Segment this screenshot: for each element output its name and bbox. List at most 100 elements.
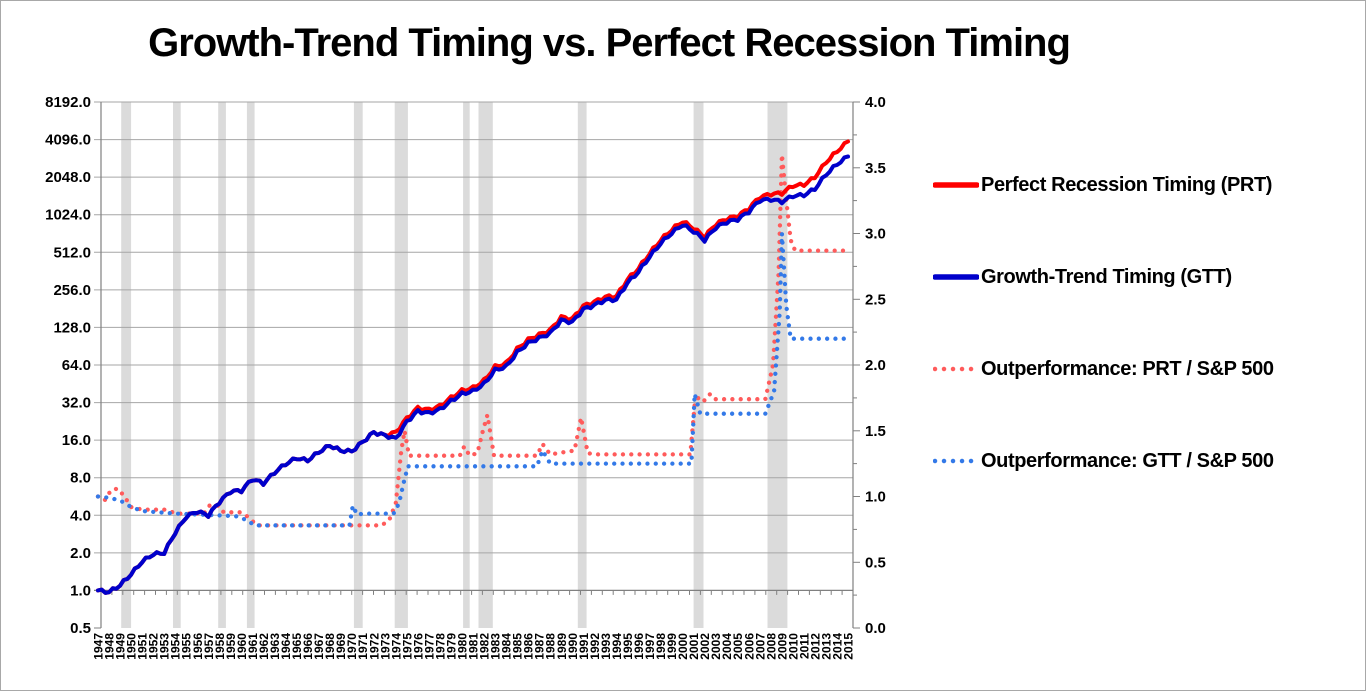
x-axis-year-label: 1998 (654, 633, 668, 660)
x-axis-year-label: 2009 (775, 633, 789, 660)
x-axis-year-label: 1968 (323, 633, 337, 660)
x-axis-year-label: 1978 (433, 633, 447, 660)
x-axis-year-label: 1984 (500, 633, 514, 660)
left-axis-tick-label: 2048.0 (45, 169, 91, 186)
x-axis-year-label: 1952 (147, 633, 161, 660)
left-axis-tick-label: 512.0 (53, 244, 91, 261)
series-gtt (96, 154, 850, 595)
x-axis-year-label: 1953 (158, 633, 172, 660)
x-axis-year-label: 1954 (169, 633, 183, 660)
x-axis-year-label: 1982 (478, 633, 492, 660)
x-axis-year-label: 1991 (577, 633, 591, 660)
x-axis-year-label: 1956 (191, 633, 205, 660)
left-axis-tick-label: 4.0 (70, 507, 91, 524)
series-gtt-ratio (95, 231, 851, 528)
x-axis-year-label: 1997 (643, 633, 657, 660)
x-axis-year-label: 1974 (389, 633, 403, 660)
x-axis-year-label: 2015 (842, 633, 856, 660)
legend-label: Perfect Recession Timing (PRT) (981, 173, 1273, 196)
x-axis-year-label: 1996 (632, 633, 646, 660)
legend-item-2: Growth-Trend Timing (GTT) (933, 263, 1232, 291)
legend-label: Growth-Trend Timing (GTT) (981, 265, 1232, 288)
x-axis-year-label: 1962 (257, 633, 271, 660)
chart-title: Growth-Trend Timing vs. Perfect Recessio… (148, 21, 1071, 65)
series-prt-ratio (95, 152, 851, 528)
right-axis-tick-label: 2.5 (865, 291, 886, 308)
x-axis-year-label: 1948 (103, 633, 117, 660)
x-axis-year-label: 1964 (279, 633, 293, 660)
x-axis-year-label: 1987 (533, 633, 547, 660)
right-axis-tick-label: 3.5 (865, 160, 886, 177)
x-axis-year-label: 1970 (345, 633, 359, 660)
x-axis-year-label: 1995 (621, 633, 635, 660)
x-axis-year-label: 1961 (246, 633, 260, 660)
x-axis-year-label: 2007 (753, 633, 767, 660)
legend-item-3: Outperformance: PRT / S&P 500 (933, 355, 1274, 383)
x-axis-year-label: 1949 (114, 633, 128, 660)
legend-label: Outperformance: GTT / S&P 500 (981, 449, 1274, 472)
x-axis-year-label: 1951 (136, 633, 150, 660)
x-axis-year-label: 1999 (665, 633, 679, 660)
right-axis-tick-label: 0.0 (865, 620, 886, 637)
x-axis-year-label: 1963 (268, 633, 282, 660)
legend-dotted-swatch (933, 366, 979, 372)
x-axis-year-label: 1947 (92, 633, 106, 660)
x-axis-year-label: 1980 (456, 633, 470, 660)
left-axis-tick-label: 64.0 (62, 357, 91, 374)
x-axis-year-label: 1989 (555, 633, 569, 660)
left-axis-tick-label: 8.0 (70, 470, 91, 487)
x-axis-year-label: 1969 (334, 633, 348, 660)
x-axis-year-label: 1994 (610, 633, 624, 660)
legend-item-4: Outperformance: GTT / S&P 500 (933, 447, 1274, 475)
x-axis-year-label: 1958 (213, 633, 227, 660)
right-axis-tick-label: 2.0 (865, 357, 886, 374)
x-axis-year-label: 1966 (301, 633, 315, 660)
x-axis-year-label: 2013 (820, 633, 834, 660)
legend: Perfect Recession Timing (PRT) Growth-Tre… (933, 1, 1363, 690)
x-axis-year-label: 1975 (400, 633, 414, 660)
left-axis-tick-label: 1.0 (70, 582, 91, 599)
left-axis-tick-label: 32.0 (62, 395, 91, 412)
x-axis-year-label: 1950 (125, 633, 139, 660)
x-axis-year-label: 1973 (378, 633, 392, 660)
x-axis-year-label: 1971 (356, 633, 370, 660)
legend-item-1: Perfect Recession Timing (PRT) (933, 171, 1272, 199)
x-axis-year-label: 1986 (522, 633, 536, 660)
left-axis-tick-label: 8192.0 (45, 94, 91, 111)
x-axis-year-label: 1972 (367, 633, 381, 660)
right-axis-tick-label: 1.5 (865, 423, 886, 440)
x-axis-year-label: 2012 (808, 633, 822, 660)
x-axis-year-label: 1979 (445, 633, 459, 660)
legend-line-swatch (933, 182, 979, 188)
right-axis-tick-label: 1.0 (865, 489, 886, 506)
left-axis-tick-label: 1024.0 (45, 207, 91, 224)
x-axis-year-label: 1988 (544, 633, 558, 660)
x-axis-year-label: 1959 (224, 633, 238, 660)
right-axis-tick-label: 0.5 (865, 554, 886, 571)
x-axis-year-label: 1976 (411, 633, 425, 660)
x-axis-year-label: 2011 (797, 633, 811, 659)
x-axis-year-label: 1993 (599, 633, 613, 660)
left-axis-tick-label: 128.0 (53, 319, 91, 336)
x-axis-year-label: 1965 (290, 633, 304, 660)
x-axis-year-label: 1977 (422, 633, 436, 660)
left-axis-tick-label: 0.5 (70, 620, 91, 637)
right-axis-tick-label: 3.0 (865, 226, 886, 243)
x-axis-year-label: 2001 (687, 633, 701, 660)
x-axis-year-label: 1985 (511, 633, 525, 660)
x-axis-year-label: 2008 (764, 633, 778, 660)
legend-line-swatch (933, 274, 979, 280)
x-axis-year-label: 2002 (698, 633, 712, 660)
x-axis-year-label: 1981 (467, 633, 481, 660)
x-axis-year-label: 2003 (709, 633, 723, 660)
x-axis-year-label: 1990 (566, 633, 580, 660)
x-axis-year-label: 1967 (312, 633, 326, 660)
left-axis-tick-label: 256.0 (53, 282, 91, 299)
x-axis-year-label: 2005 (731, 633, 745, 660)
x-axis-year-label: 1957 (202, 633, 216, 660)
x-axis-year-label: 1983 (489, 633, 503, 660)
x-axis-year-label: 1960 (235, 633, 249, 660)
right-axis-tick-label: 4.0 (865, 94, 886, 111)
